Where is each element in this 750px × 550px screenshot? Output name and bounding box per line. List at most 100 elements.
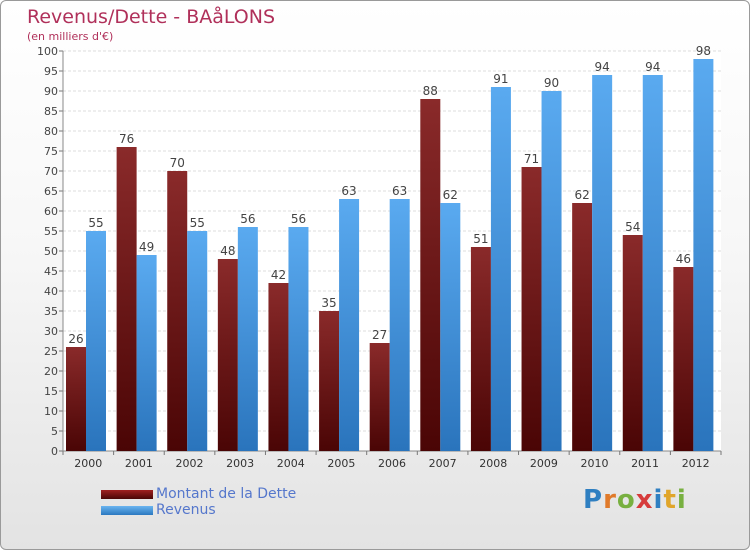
bar-dette [673,267,694,451]
y-tick-label: 95 [44,65,58,78]
data-label: 46 [676,252,691,266]
chart-subtitle: (en milliers d'€) [27,30,114,43]
y-tick-label: 15 [44,385,58,398]
data-label: 63 [392,184,407,198]
bar-dette [66,347,86,451]
logo-letter: i [676,485,687,515]
data-label: 35 [321,296,336,310]
bar-revenus [541,91,562,451]
data-label: 62 [443,188,458,202]
bar-dette [167,171,188,451]
bar-revenus [490,87,511,451]
x-tick-label: 2012 [682,457,710,470]
y-tick-label: 55 [44,225,58,238]
proxiti-logo: Proxiti [583,485,687,515]
y-tick-label: 25 [44,345,58,358]
x-tick-label: 2008 [479,457,507,470]
bar-revenus [440,203,461,451]
data-label: 54 [625,220,640,234]
y-tick-label: 60 [44,205,58,218]
data-label: 88 [423,84,438,98]
data-label: 70 [170,156,185,170]
data-label: 63 [341,184,356,198]
bar-dette [470,247,491,451]
y-tick-label: 5 [51,425,58,438]
bar-dette [217,259,238,451]
bar-revenus [237,227,258,451]
y-tick-label: 65 [44,185,58,198]
bar-revenus [288,227,309,451]
x-tick-label: 2011 [631,457,659,470]
data-label: 56 [291,212,306,226]
legend-swatch-dette [101,490,153,499]
x-tick-label: 2004 [277,457,305,470]
data-label: 56 [240,212,255,226]
bar-dette [622,235,643,451]
data-label: 94 [645,60,660,74]
x-tick-label: 2005 [327,457,355,470]
x-tick-label: 2009 [530,457,558,470]
data-label: 55 [190,216,205,230]
x-tick-label: 2002 [176,457,204,470]
bar-revenus [592,75,613,451]
bar-dette [116,147,137,451]
x-tick-label: 2010 [580,457,608,470]
y-tick-label: 45 [44,265,58,278]
logo-letter: i [653,485,664,515]
y-tick-label: 40 [44,285,58,298]
data-label: 90 [544,76,559,90]
data-label: 94 [595,60,610,74]
logo-letter: x [635,485,654,515]
bar-dette [369,343,390,451]
data-label: 42 [271,268,286,282]
bar-dette [268,283,289,451]
logo-letter: o [616,485,636,515]
bar-dette [521,167,542,451]
y-tick-label: 50 [44,245,58,258]
data-label: 62 [575,188,590,202]
bar-revenus [693,59,714,451]
bar-revenus [642,75,663,451]
y-tick-label: 20 [44,365,58,378]
data-label: 98 [696,44,711,58]
legend-label-dette: Montant de la Dette [156,486,297,502]
y-tick-label: 10 [44,405,58,418]
data-label: 55 [88,216,103,230]
data-label: 91 [493,72,508,86]
logo-letter: t [663,485,677,515]
y-tick-label: 100 [37,45,58,58]
bar-revenus [187,231,208,451]
bar-revenus [86,231,106,451]
logo-letter: r [603,485,617,515]
bar-dette [572,203,593,451]
y-tick-label: 35 [44,305,58,318]
y-tick-label: 90 [44,85,58,98]
bar-dette [420,99,441,451]
data-label: 27 [372,328,387,342]
y-tick-label: 75 [44,145,58,158]
bar-revenus [339,199,360,451]
legend-swatch-revenus [101,506,153,515]
data-label: 26 [68,332,83,346]
data-label: 71 [524,152,539,166]
bar-revenus [136,255,157,451]
bar-revenus [389,199,410,451]
y-tick-label: 70 [44,165,58,178]
logo-letter: P [583,485,604,515]
x-tick-label: 2000 [74,457,102,470]
y-tick-label: 30 [44,325,58,338]
x-tick-label: 2003 [226,457,254,470]
y-tick-label: 80 [44,125,58,138]
bar-dette [319,311,340,451]
y-tick-label: 85 [44,105,58,118]
data-label: 76 [119,132,134,146]
x-tick-label: 2007 [429,457,457,470]
data-label: 49 [139,240,154,254]
legend-label-revenus: Revenus [156,502,216,518]
x-tick-label: 2006 [378,457,406,470]
data-label: 48 [220,244,235,258]
x-tick-label: 2001 [125,457,153,470]
chart-title: Revenus/Dette - BAåLONS [27,6,276,28]
